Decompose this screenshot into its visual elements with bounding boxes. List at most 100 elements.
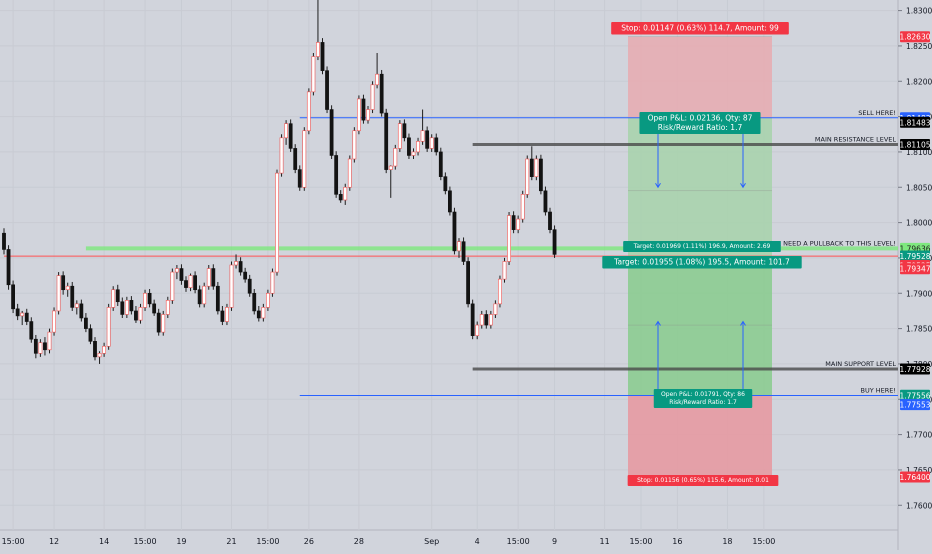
candle-body [511,215,516,230]
candle-body [247,278,252,294]
price-tag-label: 1.76400 [899,473,930,482]
x-tick-label: 15:00 [256,537,279,546]
candle-body [252,292,257,312]
x-tick-label: 21 [226,537,236,546]
candle-body [115,289,120,303]
price-tag [900,31,930,43]
price-tag [900,471,930,483]
x-tick-label: 15:00 [2,537,25,546]
candle-body [402,123,407,139]
candle-body [134,310,138,321]
candle-body [329,109,334,156]
short-arrow-left-head [655,183,661,189]
short-target-label-text: Target: 0.01955 (1.08%) 195.5, Amount: 1… [613,258,790,267]
candle-body [234,261,238,266]
candle-body [407,137,411,156]
short-stop-label-box [611,22,789,35]
candle-body [293,148,298,170]
long-stop-zone [628,395,772,477]
candle-body [429,137,434,149]
candle-body [143,292,147,308]
candle-body [56,275,61,312]
x-tick-label: 16 [672,537,682,546]
candle-body [466,261,471,305]
candle-body [265,292,270,308]
price-tag-label: 1.79528 [899,252,930,261]
candle-body [379,73,384,114]
short-stop-zone [628,36,772,118]
candle-body [370,84,375,110]
y-tick-label: 1.78500 [906,325,932,334]
candle-body [79,303,84,319]
price-tag [900,399,930,411]
candle-body [411,151,416,156]
candle-body [38,342,43,354]
price-tag [900,363,930,375]
candle-body [366,109,370,121]
candle-body [88,328,93,342]
level-label: WE NEED A PULLBACK TO THIS LEVEL! [771,239,896,247]
candle-body [120,301,125,315]
candle-body [347,158,352,188]
candle-body [229,264,234,308]
price-tag-label: 1.81483 [899,118,930,127]
candle-body [461,241,466,262]
candle-body [106,307,111,347]
candle-body [29,321,34,340]
candle-body [479,314,484,326]
candle-body [61,275,66,291]
candle-body [302,130,307,188]
candle-body [488,314,493,326]
x-tick-label: Sep [424,537,439,546]
candle-body [420,130,425,142]
candle-body [256,310,261,319]
x-tick-label: 26 [304,537,314,546]
candle-body [20,312,25,317]
short-arrow-right-head [740,183,746,189]
candle-body [548,211,552,230]
candle-body [43,342,47,351]
candle-body [434,137,439,153]
candle-body [65,285,70,291]
long-open-label-text: Open P&L: 0.01791, Qty: 86 [661,391,745,398]
price-tag [900,389,930,401]
x-tick-label: 12 [49,537,59,546]
candle-body [443,176,448,192]
short-open-label-box [639,112,761,134]
candle-body [416,141,420,153]
candle-body [147,292,152,305]
candle-body [538,158,543,192]
candle-body [152,303,157,314]
candle-body [15,308,20,317]
candle-body [175,268,179,273]
long-target-zone [628,256,772,396]
long-arrow-right-head [740,320,746,326]
y-tick-label: 1.83000 [906,7,932,16]
candle-body [397,123,402,149]
x-tick-label: 15:00 [629,537,652,546]
candle-body [316,42,320,57]
y-tick-label: 1.80500 [906,183,932,192]
candle-body [47,331,52,351]
candle-body [102,345,107,354]
candle-body [84,317,88,329]
price-tag-label: 1.77928 [899,365,930,374]
price-tag [900,116,930,128]
candle-body [215,285,220,312]
candle-body [393,148,398,167]
candle-body [361,98,366,121]
x-tick-label: 18 [722,537,732,546]
candle-body [507,215,511,262]
price-tag-label: 1.81105 [899,141,930,150]
candle-body [138,307,143,321]
candle-body [197,289,202,305]
candle-body [261,307,266,319]
price-tag-label: 1.79636 [899,244,930,253]
candle-body [297,169,302,188]
candle-body [457,241,461,252]
short-open-label-text: Open P&L: 0.02136, Qty: 87 [648,114,753,123]
candle-body [447,190,452,213]
